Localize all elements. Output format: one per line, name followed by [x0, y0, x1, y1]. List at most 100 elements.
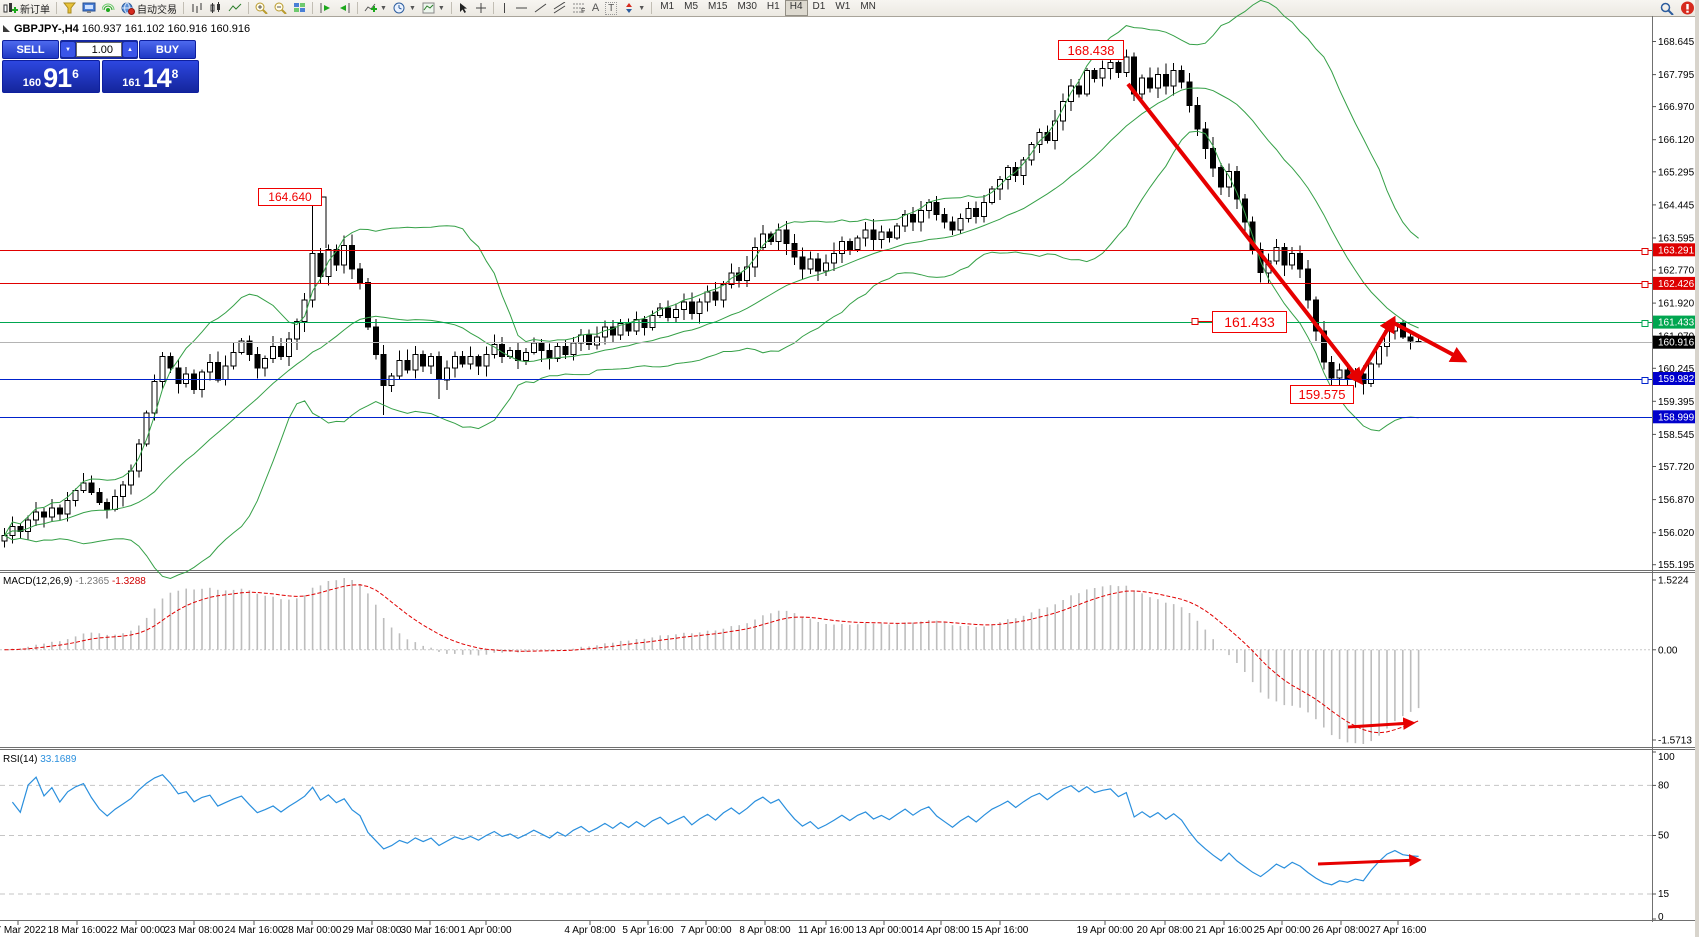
svg-text:161.920: 161.920 — [1658, 299, 1695, 310]
bar-chart-button[interactable] — [187, 1, 206, 15]
text-label-button[interactable]: T — [602, 1, 620, 15]
zoom-in-button[interactable] — [252, 1, 271, 15]
timeframe-M1[interactable]: M1 — [660, 1, 675, 12]
separator — [248, 2, 249, 14]
svg-text:163.291: 163.291 — [1658, 245, 1695, 256]
svg-text:80: 80 — [1658, 780, 1670, 791]
svg-text:167.795: 167.795 — [1658, 70, 1695, 81]
svg-text:15 Apr 16:00: 15 Apr 16:00 — [972, 925, 1029, 936]
crosshair-button[interactable] — [472, 1, 490, 15]
chart-shift-icon — [320, 3, 330, 13]
new-order-button[interactable]: 新订单 — [0, 1, 53, 16]
volume-decrease-button[interactable]: ▼ — [61, 42, 75, 57]
bid-quote[interactable]: 160 91 6 — [2, 60, 100, 93]
horizontal-line-icon — [515, 7, 527, 9]
indicators-button[interactable]: ▼ — [361, 1, 390, 15]
trendline-button[interactable] — [531, 1, 550, 15]
signal-button[interactable] — [99, 1, 118, 15]
timeframe-M30[interactable]: M30 — [737, 1, 757, 12]
separator — [312, 2, 313, 14]
arrows-button[interactable]: ▼ — [620, 1, 648, 15]
community-help-icon[interactable] — [1680, 1, 1695, 15]
zoom-out-button[interactable] — [271, 1, 290, 15]
price-annotation-161433[interactable]: 161.433 — [1212, 311, 1287, 333]
macd-panel: 1.5224 0.00 -1.5713 — [0, 576, 1692, 747]
svg-text:1 Apr 00:00: 1 Apr 00:00 — [460, 925, 512, 936]
buy-button[interactable]: BUY — [139, 40, 196, 59]
svg-text:1.5224: 1.5224 — [1658, 576, 1689, 587]
separator — [56, 2, 57, 14]
channel-button[interactable] — [550, 1, 569, 15]
autotrading-button[interactable]: 自动交易 — [118, 1, 180, 16]
timeframe-M15[interactable]: M15 — [708, 1, 728, 12]
tile-windows-icon — [294, 3, 305, 12]
svg-text:166.120: 166.120 — [1658, 135, 1695, 146]
templates-icon — [422, 2, 435, 14]
svg-text:8 Apr 08:00: 8 Apr 08:00 — [739, 925, 791, 936]
fibonacci-button[interactable]: F — [569, 1, 589, 15]
svg-text:163.595: 163.595 — [1658, 234, 1695, 245]
svg-text:23 Mar 08:00: 23 Mar 08:00 — [165, 925, 224, 936]
svg-text:13 Apr 00:00: 13 Apr 00:00 — [856, 925, 913, 936]
svg-text:159.982: 159.982 — [1658, 374, 1695, 385]
one-click-collapse-icon[interactable] — [3, 25, 10, 32]
svg-text:0.00: 0.00 — [1658, 645, 1678, 656]
timeframe-MN[interactable]: MN — [860, 1, 876, 12]
price-annotation-164640[interactable]: 164.640 — [258, 188, 322, 206]
separator — [357, 2, 358, 14]
svg-text:25 Apr 00:00: 25 Apr 00:00 — [1254, 925, 1311, 936]
macd-forecast-arrow — [1347, 717, 1416, 730]
indicators-add-icon — [364, 3, 377, 12]
timeframe-H1[interactable]: H1 — [766, 1, 780, 12]
text-button[interactable]: A — [589, 1, 602, 15]
volume-increase-button[interactable]: ▲ — [123, 42, 137, 57]
svg-text:30 Mar 16:00: 30 Mar 16:00 — [401, 925, 460, 936]
svg-text:20 Apr 08:00: 20 Apr 08:00 — [1137, 925, 1194, 936]
horizontal-line-button[interactable] — [512, 1, 531, 15]
svg-text:50: 50 — [1658, 831, 1670, 842]
toolbar: 新订单 自动交易 ▼ ▼ ▼ F A T ▼ — [0, 0, 1699, 17]
trend-arrows[interactable] — [1126, 82, 1468, 867]
cursor-button[interactable] — [455, 1, 472, 15]
high-value: 161.102 — [124, 23, 165, 35]
tile-windows-button[interactable] — [290, 1, 309, 15]
cursor-arrow-icon — [459, 3, 467, 13]
text-icon: A — [591, 2, 600, 14]
templates-button[interactable]: ▼ — [419, 1, 448, 15]
svg-text:22 Mar 00:00: 22 Mar 00:00 — [107, 925, 166, 936]
sell-button[interactable]: SELL — [2, 40, 59, 59]
vertical-line-button[interactable] — [497, 1, 512, 15]
close-value: 160.916 — [210, 23, 251, 35]
horizontal-lines[interactable] — [0, 248, 1652, 419]
price-axis[interactable]: 168.645 167.795 166.970 166.120 165.295 164.4… — [1652, 37, 1699, 571]
ask-quote[interactable]: 161 14 8 — [101, 60, 199, 93]
svg-text:24 Mar 16:00: 24 Mar 16:00 — [225, 925, 284, 936]
search-icon[interactable] — [1660, 2, 1674, 15]
periods-button[interactable]: ▼ — [390, 1, 419, 15]
bollinger-middle-band — [4, 87, 1419, 536]
symbol-period-label: GBPJPY-,H4 — [14, 23, 79, 35]
terminal-button[interactable] — [79, 1, 99, 15]
price-annotation-159575[interactable]: 159.575 — [1290, 385, 1354, 404]
line-chart-button[interactable] — [225, 1, 245, 15]
timeframe-M5[interactable]: M5 — [684, 1, 699, 12]
svg-text:158.999: 158.999 — [1658, 412, 1695, 423]
timeframe-D1[interactable]: D1 — [812, 1, 826, 12]
auto-scroll-button[interactable] — [335, 1, 354, 15]
funnel-button[interactable] — [60, 1, 79, 15]
volume-stepper: ▼ 1.00 ▲ — [60, 40, 138, 59]
timeframe-W1[interactable]: W1 — [835, 1, 851, 12]
funnel-icon — [63, 2, 76, 14]
chart-shift-button[interactable] — [316, 1, 335, 15]
candlestick-chart-button[interactable] — [206, 1, 225, 15]
one-click-trading-panel: SELL ▼ 1.00 ▲ BUY 160 91 6 161 14 8 — [2, 40, 199, 93]
volume-input[interactable]: 1.00 — [76, 42, 122, 57]
separator — [450, 2, 452, 14]
price-annotation-168438[interactable]: 168.438 — [1058, 40, 1124, 60]
timeframe-H4[interactable]: H4 — [784, 0, 808, 16]
svg-text:156.870: 156.870 — [1658, 495, 1695, 506]
open-value: 160.937 — [81, 23, 122, 35]
